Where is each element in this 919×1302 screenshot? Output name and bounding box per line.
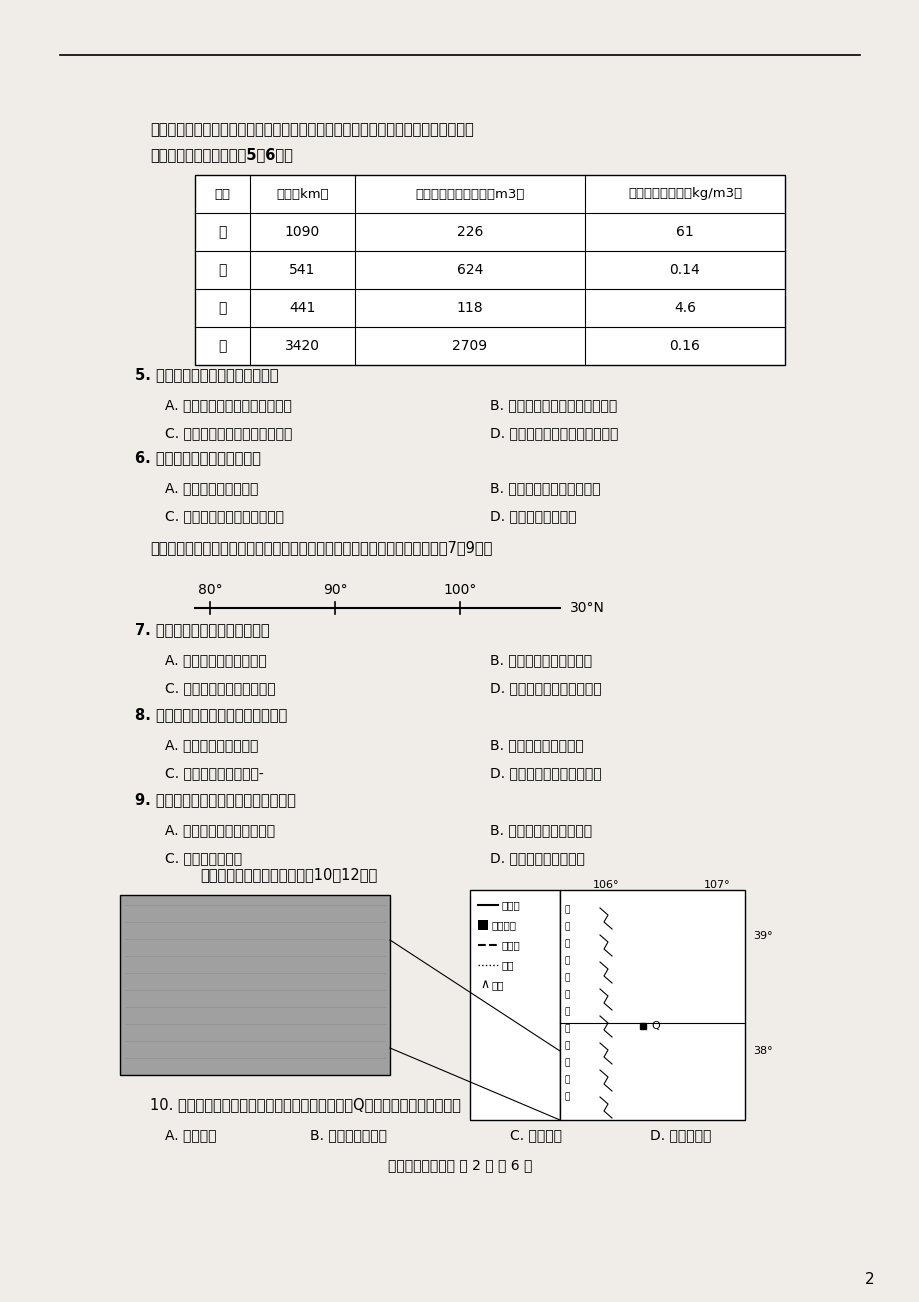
Text: 下面是地图上的一段纬线，这段纬线穿过我国某地形区，结合所学知识，完成7～9题。: 下面是地图上的一段纬线，这段纬线穿过我国某地形区，结合所学知识，完成7～9题。 (150, 540, 492, 556)
Text: 山: 山 (564, 923, 570, 931)
Text: A. 海河、黑龙江、伊犁河、闽江: A. 海河、黑龙江、伊犁河、闽江 (165, 398, 291, 411)
Text: 61: 61 (675, 225, 693, 240)
Text: D. 土地石漠化: D. 土地石漠化 (650, 1128, 710, 1142)
Text: D. 农耕区畜牧业、生态农业: D. 农耕区畜牧业、生态农业 (490, 681, 601, 695)
Text: 5. 甲、乙、丙、丁四条河流依次是: 5. 甲、乙、丙、丁四条河流依次是 (135, 367, 278, 383)
Text: 丁: 丁 (218, 339, 226, 353)
Text: 排水渠: 排水渠 (502, 940, 520, 950)
Text: C. 河漫滩畜牧业、灌溉农业: C. 河漫滩畜牧业、灌溉农业 (165, 681, 276, 695)
Text: A. 青海湖和察尔汗盐区周围: A. 青海湖和察尔汗盐区周围 (165, 823, 275, 837)
Text: C. 公路和铁路沿线: C. 公路和铁路沿线 (165, 852, 242, 865)
Text: 山: 山 (564, 940, 570, 948)
Text: 624: 624 (457, 263, 482, 277)
Text: 下表为我国黑龙江、海河、闽江（福建境内）、伊犁河（发源于新疆）长度、径流量: 下表为我国黑龙江、海河、闽江（福建境内）、伊犁河（发源于新疆）长度、径流量 (150, 122, 473, 138)
Text: A. 热量充足，降水丰沛: A. 热量充足，降水丰沛 (165, 738, 258, 753)
Text: 30°N: 30°N (570, 602, 604, 615)
Text: 山: 山 (564, 1025, 570, 1034)
Bar (478, 921, 487, 930)
Text: 441: 441 (289, 301, 315, 315)
Text: 118: 118 (456, 301, 482, 315)
Text: 读宁夏部分地区示意图，完成10～12题。: 读宁夏部分地区示意图，完成10～12题。 (199, 867, 377, 883)
Text: 多年平均径流总量（亿m3）: 多年平均径流总量（亿m3） (414, 187, 524, 201)
Text: 8. 该地区粮食作物高产的主要原因是: 8. 该地区粮食作物高产的主要原因是 (135, 707, 287, 723)
Text: D. 海拔较低的河谷两岸: D. 海拔较低的河谷两岸 (490, 852, 584, 865)
Text: B. 柴达木盆地边缘的绿洲: B. 柴达木盆地边缘的绿洲 (490, 823, 592, 837)
Text: A. 土地沙化: A. 土地沙化 (165, 1128, 216, 1142)
Text: A. 都参与海陆间水循环: A. 都参与海陆间水循环 (165, 480, 258, 495)
Text: 山: 山 (564, 1075, 570, 1085)
Text: 灌水渠: 灌水渠 (502, 900, 520, 910)
Text: D. 海河、闽江、伊犁河、黑龙江: D. 海河、闽江、伊犁河、黑龙江 (490, 426, 618, 440)
Text: 山: 山 (564, 1092, 570, 1101)
Text: B. 土壤肥沃，灌溉便利: B. 土壤肥沃，灌溉便利 (490, 738, 584, 753)
Text: 106°: 106° (593, 880, 618, 891)
Text: 多年平均含沙量（kg/m3）: 多年平均含沙量（kg/m3） (628, 187, 742, 201)
Text: 80°: 80° (198, 583, 222, 598)
Text: ∧: ∧ (480, 979, 489, 992)
Text: 38°: 38° (752, 1046, 772, 1056)
Bar (560, 891, 744, 1120)
Text: 山: 山 (564, 1059, 570, 1068)
Text: 山: 山 (564, 905, 570, 914)
Text: 541: 541 (289, 263, 315, 277)
Text: 山: 山 (564, 974, 570, 983)
Text: 山: 山 (564, 1008, 570, 1017)
Text: 水利枢纽: 水利枢纽 (492, 921, 516, 930)
Text: C. 径流量均主要受地下水影响: C. 径流量均主要受地下水影响 (165, 509, 284, 523)
Text: C. 闽江、黑龙江、海河、伊犁河: C. 闽江、黑龙江、海河、伊犁河 (165, 426, 292, 440)
Text: D. 垦殖历史悠久，精耕细作: D. 垦殖历史悠久，精耕细作 (490, 766, 601, 780)
Text: 山: 山 (564, 991, 570, 1000)
Text: B. 高寒畜牧业、河谷农业: B. 高寒畜牧业、河谷农业 (490, 654, 592, 667)
Text: 100°: 100° (443, 583, 476, 598)
Text: 10. 宁夏是我国土地荒漠化严重的地区之一，图中Q地区的荒漠化主要表现为: 10. 宁夏是我国土地荒漠化严重的地区之一，图中Q地区的荒漠化主要表现为 (150, 1098, 460, 1112)
Text: 1090: 1090 (285, 225, 320, 240)
Text: 4.6: 4.6 (674, 301, 696, 315)
Text: 2709: 2709 (452, 339, 487, 353)
Text: C. 水土流失: C. 水土流失 (509, 1128, 562, 1142)
Bar (119, 894, 390, 1075)
Text: 丙: 丙 (218, 301, 226, 315)
Text: 乙: 乙 (218, 263, 226, 277)
Text: 3420: 3420 (285, 339, 320, 353)
Text: 山: 山 (564, 957, 570, 966)
Text: 0.14: 0.14 (669, 263, 699, 277)
Text: B. 土壤次生盐碱化: B. 土壤次生盐碱化 (310, 1128, 387, 1142)
Text: 107°: 107° (703, 880, 730, 891)
Text: 山: 山 (564, 1042, 570, 1051)
Text: 山脉: 山脉 (492, 980, 504, 990)
Text: D. 夏季均出现丰水期: D. 夏季均出现丰水期 (490, 509, 576, 523)
Text: 长度（km）: 长度（km） (276, 187, 328, 201)
Text: 7. 该地区农业生产的主要模式是: 7. 该地区农业生产的主要模式是 (135, 622, 269, 638)
Text: A. 山地畜牧业、绿洲农业: A. 山地畜牧业、绿洲农业 (165, 654, 267, 667)
Bar (195, 174, 784, 365)
Text: 河流: 河流 (214, 187, 231, 201)
Text: 39°: 39° (752, 931, 772, 941)
Text: B. 所在流域均位于我国境内: B. 所在流域均位于我国境内 (490, 480, 600, 495)
Text: 9. 该地区的农田、村镇和城市多分布在: 9. 该地区的农田、村镇和城市多分布在 (135, 793, 296, 807)
Text: 甲: 甲 (218, 225, 226, 240)
Text: 和含沙量情况，据此完成5～6题。: 和含沙量情况，据此完成5～6题。 (150, 147, 292, 163)
Text: Q: Q (651, 1021, 659, 1031)
Text: 90°: 90° (323, 583, 347, 598)
Bar (470, 891, 560, 1120)
Text: 0.16: 0.16 (669, 339, 699, 353)
Text: 2: 2 (864, 1272, 874, 1288)
Text: C. 光照强，昼夜温差大-: C. 光照强，昼夜温差大- (165, 766, 264, 780)
Text: 省界: 省界 (502, 960, 514, 970)
Text: 高二年级地理试题 第 2 页 共 6 页: 高二年级地理试题 第 2 页 共 6 页 (388, 1157, 531, 1172)
Text: 226: 226 (457, 225, 482, 240)
Text: B. 黑龙江、海河、闽江、伊犁河: B. 黑龙江、海河、闽江、伊犁河 (490, 398, 617, 411)
Text: 6. 以上四条河流的共同特征是: 6. 以上四条河流的共同特征是 (135, 450, 261, 466)
